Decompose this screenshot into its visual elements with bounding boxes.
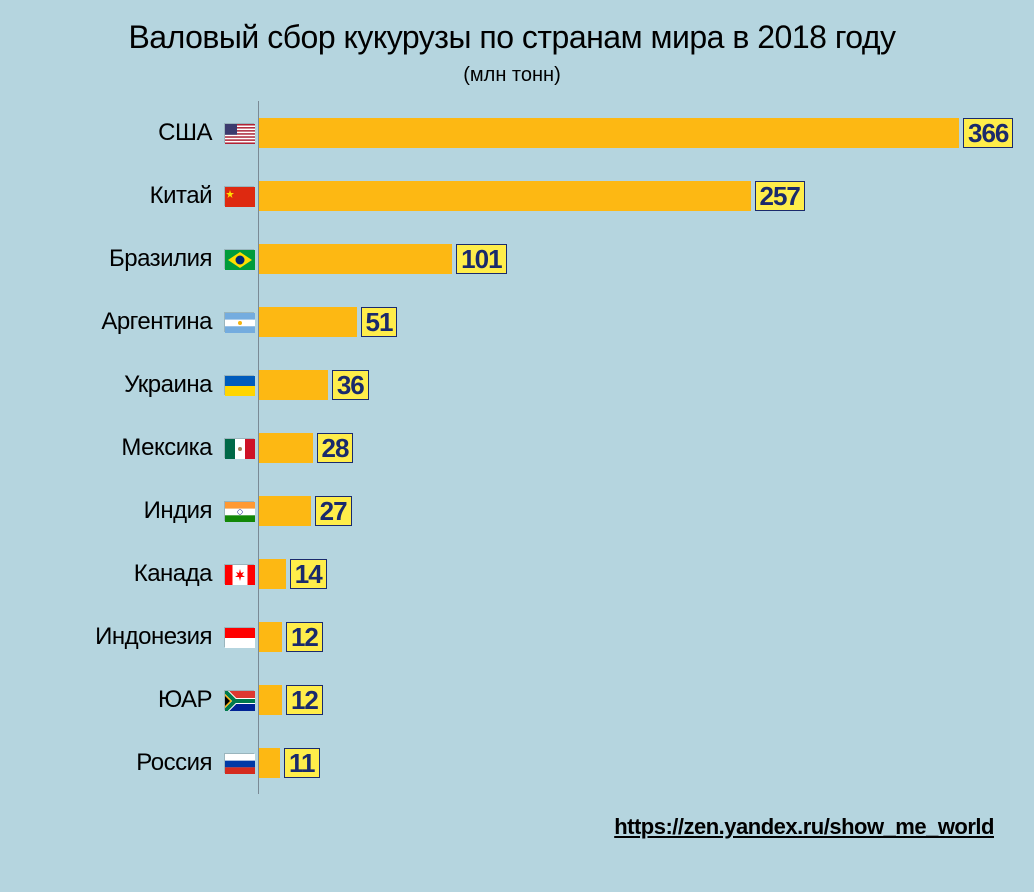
bar-row: Китай 257 bbox=[20, 164, 1004, 227]
chart-subtitle: (млн тонн) bbox=[20, 64, 1004, 87]
bar-track: 366 bbox=[258, 101, 1013, 164]
value-label: 101 bbox=[456, 244, 506, 275]
value-label: 257 bbox=[755, 181, 805, 212]
bar bbox=[259, 370, 328, 400]
country-label: Аргентина bbox=[20, 308, 220, 336]
bar-row: Бразилия 101 bbox=[20, 227, 1004, 290]
country-label: США bbox=[20, 119, 220, 147]
country-label: Китай bbox=[20, 182, 220, 210]
source-url: https://zen.yandex.ru/show_me_world bbox=[20, 814, 1004, 840]
country-label: Индия bbox=[20, 497, 220, 525]
ar-flag-icon bbox=[220, 312, 258, 332]
ru-flag-icon bbox=[220, 753, 258, 773]
bar bbox=[259, 118, 959, 148]
value-label: 14 bbox=[290, 559, 327, 590]
bar-row: Индонезия 12 bbox=[20, 605, 1004, 668]
value-label: 12 bbox=[286, 685, 323, 716]
value-label: 11 bbox=[284, 748, 320, 779]
bar-row: США366 bbox=[20, 101, 1004, 164]
cn-flag-icon bbox=[220, 186, 258, 206]
in-flag-icon bbox=[220, 501, 258, 521]
bar-track: 12 bbox=[258, 605, 1004, 668]
bar bbox=[259, 685, 282, 715]
bar-track: 36 bbox=[258, 353, 1004, 416]
value-label: 28 bbox=[317, 433, 354, 464]
value-label: 51 bbox=[361, 307, 398, 338]
bar bbox=[259, 496, 311, 526]
bar-track: 11 bbox=[258, 731, 1004, 794]
bar-row: ЮАР 12 bbox=[20, 668, 1004, 731]
ua-flag-icon bbox=[220, 375, 258, 395]
bar-row: Украина 36 bbox=[20, 353, 1004, 416]
bar-track: 28 bbox=[258, 416, 1004, 479]
bar-track: 14 bbox=[258, 542, 1004, 605]
bar-track: 27 bbox=[258, 479, 1004, 542]
bar bbox=[259, 307, 357, 337]
bar-row: Аргентина 51 bbox=[20, 290, 1004, 353]
bar-row: Россия 11 bbox=[20, 731, 1004, 794]
country-label: Бразилия bbox=[20, 245, 220, 273]
country-label: Мексика bbox=[20, 434, 220, 462]
us-flag-icon bbox=[220, 123, 258, 143]
id-flag-icon bbox=[220, 627, 258, 647]
bar-track: 257 bbox=[258, 164, 1004, 227]
country-label: Канада bbox=[20, 560, 220, 588]
ca-flag-icon bbox=[220, 564, 258, 584]
chart-container: Валовый сбор кукурузы по странам мира в … bbox=[0, 0, 1034, 892]
za-flag-icon bbox=[220, 690, 258, 710]
bar-track: 51 bbox=[258, 290, 1004, 353]
bar bbox=[259, 559, 286, 589]
bar bbox=[259, 244, 452, 274]
bar bbox=[259, 748, 280, 778]
plot-area: США366 Китай 257 Бразилия 101 Аргентина 51 Укра… bbox=[20, 101, 1004, 794]
bar-row: Мексика 28 bbox=[20, 416, 1004, 479]
bar bbox=[259, 433, 313, 463]
country-label: Украина bbox=[20, 371, 220, 399]
country-label: Россия bbox=[20, 749, 220, 777]
chart-title: Валовый сбор кукурузы по странам мира в … bbox=[20, 18, 1004, 56]
bar bbox=[259, 622, 282, 652]
bar bbox=[259, 181, 751, 211]
value-label: 366 bbox=[963, 118, 1013, 149]
bar-track: 12 bbox=[258, 668, 1004, 731]
country-label: ЮАР bbox=[20, 686, 220, 714]
bar-row: Канада 14 bbox=[20, 542, 1004, 605]
value-label: 12 bbox=[286, 622, 323, 653]
mx-flag-icon bbox=[220, 438, 258, 458]
br-flag-icon bbox=[220, 249, 258, 269]
bar-row: Индия 27 bbox=[20, 479, 1004, 542]
value-label: 27 bbox=[315, 496, 352, 527]
value-label: 36 bbox=[332, 370, 369, 401]
country-label: Индонезия bbox=[20, 623, 220, 651]
bar-track: 101 bbox=[258, 227, 1004, 290]
